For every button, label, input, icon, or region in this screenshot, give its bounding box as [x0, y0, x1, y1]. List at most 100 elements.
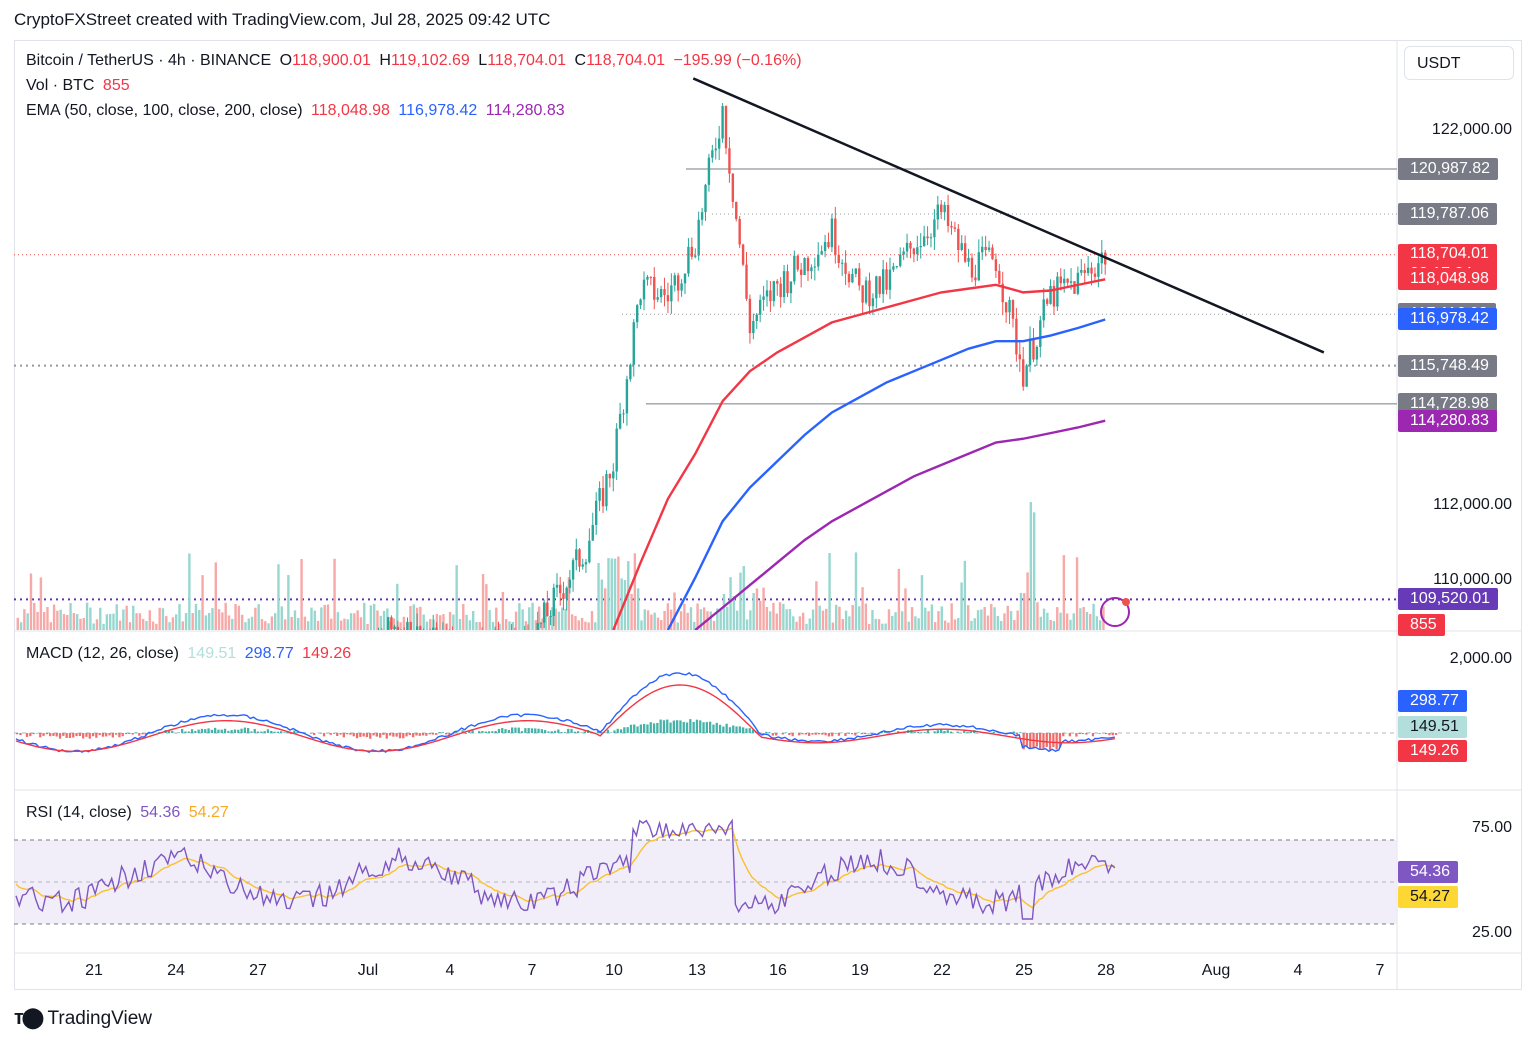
volume-bar — [584, 621, 587, 630]
macd-hist-bar — [1068, 733, 1071, 737]
candle — [319, 678, 321, 695]
candle — [946, 194, 950, 233]
close-value: 118,704.01 — [586, 52, 665, 69]
volume-bar — [237, 605, 241, 630]
macd-hist-bar — [920, 732, 923, 733]
candle — [987, 240, 991, 253]
volume-legend[interactable]: Vol · BTC 855 — [26, 77, 134, 95]
time-axis-tick: 4 — [1293, 962, 1303, 979]
volume-bar — [907, 621, 910, 630]
macd-hist-bar — [784, 732, 788, 733]
candle — [810, 264, 813, 280]
macd-hist-bar — [55, 733, 58, 737]
volume-bar — [709, 611, 712, 630]
volume-bar — [729, 577, 732, 630]
macd-hist-bar — [197, 729, 200, 733]
candle — [776, 279, 779, 296]
macd-legend[interactable]: MACD (12, 26, close) 149.51 298.77 149.2… — [26, 645, 355, 663]
volume-bar — [504, 619, 508, 630]
volume-bar — [726, 606, 729, 630]
candle — [539, 622, 543, 629]
candle — [254, 675, 256, 700]
candle — [943, 201, 946, 221]
candle — [1028, 326, 1032, 373]
macd-hist-bar — [583, 731, 586, 733]
volume-bar — [1039, 616, 1042, 630]
candle — [568, 569, 572, 594]
candle — [339, 678, 341, 704]
macd-hist-bar — [619, 729, 623, 733]
volume-bar — [660, 620, 663, 630]
candle — [598, 481, 601, 512]
macd-hist-bar — [606, 729, 609, 733]
candle — [494, 626, 497, 630]
rsi-axis-tick: 75.00 — [1471, 819, 1512, 836]
volume-bar — [693, 621, 696, 630]
volume-bar — [310, 607, 313, 630]
macd-hist-bar — [296, 731, 299, 733]
macd-hist-bar — [600, 732, 603, 733]
candle — [673, 272, 676, 292]
currency-button[interactable]: USDT — [1404, 46, 1514, 80]
volume-bar — [396, 583, 399, 630]
candle — [342, 681, 344, 705]
candle — [316, 678, 318, 686]
candle — [335, 673, 337, 703]
volume-bar — [1056, 607, 1059, 630]
candle — [612, 463, 615, 492]
macd-hist-bar — [293, 730, 296, 733]
candle — [1049, 279, 1052, 305]
macd-hist-bar — [204, 729, 207, 733]
macd-hist-bar — [1085, 733, 1088, 735]
ema100-line — [666, 318, 1106, 630]
macd-hist-bar — [144, 733, 147, 736]
volume-bar — [765, 607, 769, 630]
tradingview-logo[interactable]: ᴛ⬤ TradingView — [14, 1005, 152, 1030]
macd-hist-bar — [200, 728, 204, 733]
macd-signal-value: 149.26 — [302, 645, 352, 662]
candle — [514, 627, 516, 630]
candle — [881, 260, 885, 303]
candle — [656, 288, 659, 303]
volume-bar — [1092, 603, 1095, 630]
macd-tag: 298.77 — [1398, 690, 1467, 712]
volume-bar — [613, 558, 617, 630]
candle — [991, 244, 994, 260]
macd-hist-bar — [194, 730, 197, 733]
time-axis-tick: 7 — [1375, 962, 1385, 979]
volume-bar — [808, 618, 811, 630]
volume-bar — [666, 603, 670, 630]
macd-hist-bar — [62, 733, 65, 736]
candle — [1076, 266, 1080, 296]
candle — [352, 683, 354, 703]
volume-bar — [23, 609, 26, 630]
alert-icon — [1100, 597, 1130, 627]
volume-bar — [280, 606, 283, 630]
time-axis-tick: 21 — [85, 962, 103, 979]
ema-label: EMA (50, close, 100, close, 200, close) — [26, 102, 303, 119]
macd-hist-bar — [408, 733, 411, 735]
volume-bar — [917, 618, 920, 630]
macd-hist-bar — [402, 733, 405, 739]
candle — [926, 226, 929, 246]
macd-hist-bar — [412, 733, 415, 738]
ema-legend[interactable]: EMA (50, close, 100, close, 200, close) … — [26, 102, 569, 120]
symbol-legend[interactable]: Bitcoin / TetherUS · 4h · BINANCE O118,9… — [26, 52, 806, 70]
volume-bar — [1095, 616, 1099, 630]
candle — [549, 610, 552, 626]
candle — [218, 671, 220, 712]
volume-bar — [587, 622, 590, 630]
macd-hist-bar — [940, 729, 943, 733]
volume-bar — [574, 616, 577, 630]
candle — [854, 268, 858, 278]
macd-hist-bar — [1091, 733, 1095, 737]
candle — [358, 662, 360, 691]
volume-bar — [650, 614, 653, 630]
volume-bar — [1098, 620, 1102, 630]
volume-bar — [795, 621, 798, 630]
candle — [1018, 341, 1022, 372]
candle — [202, 683, 204, 728]
rsi-legend[interactable]: RSI (14, close) 54.36 54.27 — [26, 804, 233, 822]
candle — [205, 679, 207, 707]
